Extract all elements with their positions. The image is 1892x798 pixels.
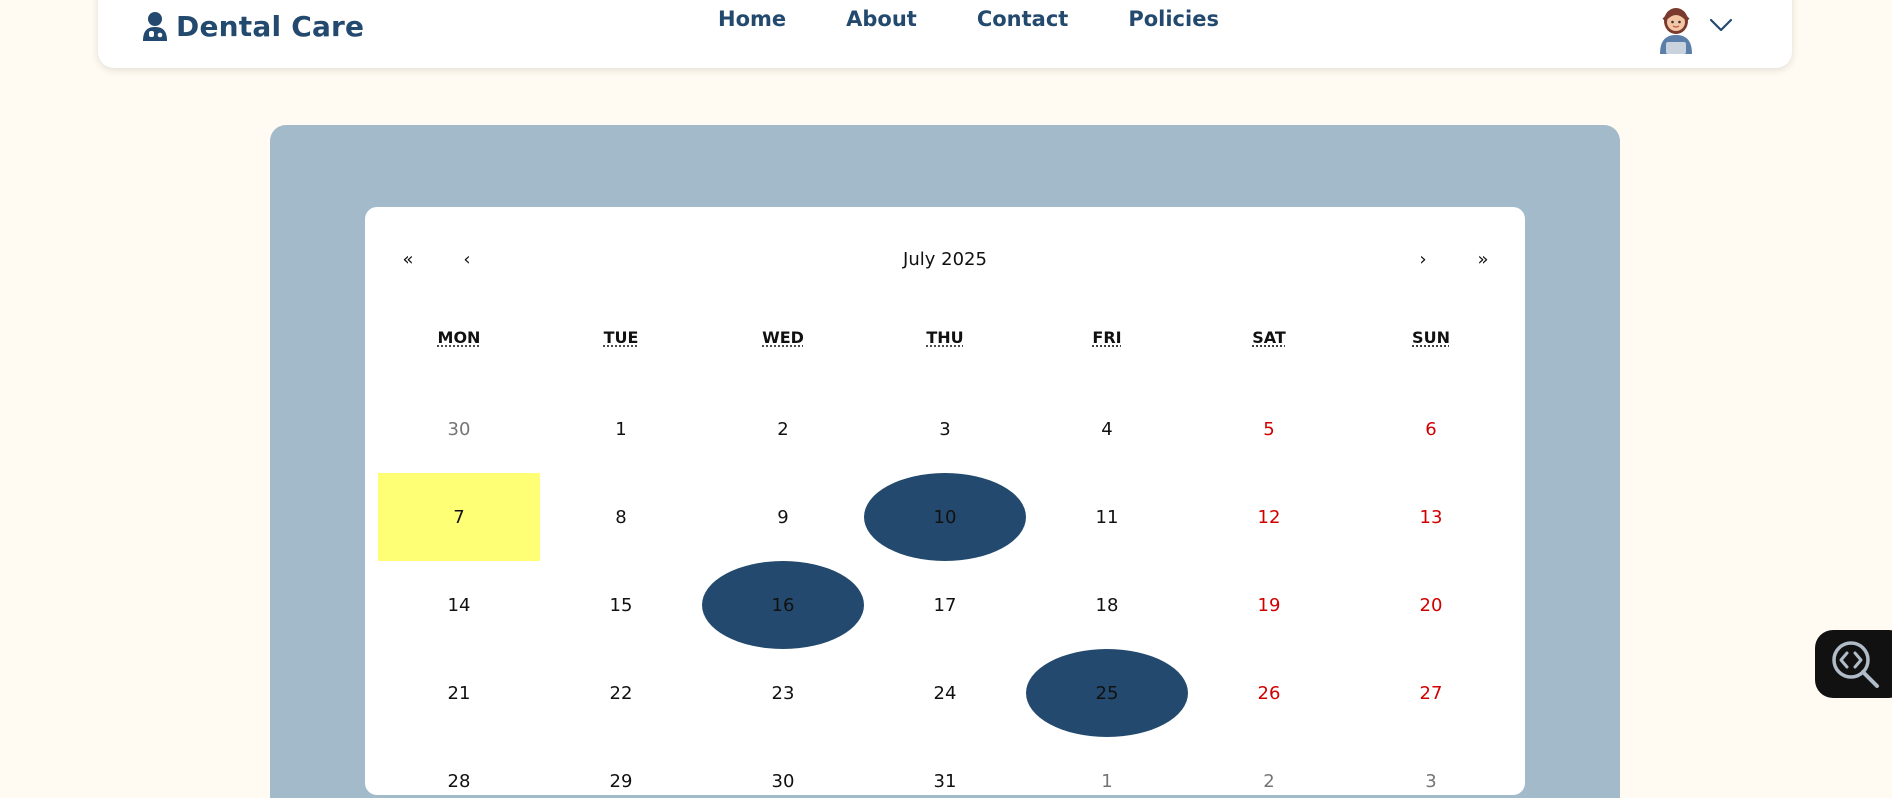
calendar-day[interactable]: 23 — [702, 649, 864, 737]
chevron-down-icon[interactable] — [1708, 14, 1734, 36]
calendar-day[interactable]: 13 — [1350, 473, 1512, 561]
calendar-day[interactable]: 3 — [1350, 737, 1512, 798]
calendar-week-row: 30 1 2 3 4 5 6 — [378, 385, 1512, 473]
code-search-icon — [1827, 636, 1887, 692]
calendar-day[interactable]: 24 — [864, 649, 1026, 737]
calendar-day[interactable]: 9 — [702, 473, 864, 561]
main-nav: Home About Contact Policies — [718, 4, 1219, 34]
calendar-day[interactable]: 30 — [702, 737, 864, 798]
calendar-day[interactable]: 3 — [864, 385, 1026, 473]
brand[interactable]: Dental Care — [142, 4, 364, 48]
calendar-day[interactable]: 16 — [702, 561, 864, 649]
weekday-header: MON TUE WED THU FRI SAT SUN — [378, 307, 1512, 367]
calendar-day[interactable]: 10 — [864, 473, 1026, 561]
calendar-day[interactable]: 12 — [1188, 473, 1350, 561]
calendar-day[interactable]: 19 — [1188, 561, 1350, 649]
weekday-wed: WED — [702, 307, 864, 367]
calendar-navigation: « ‹ July 2025 › » — [365, 229, 1525, 289]
calendar-week-row: 14 15 16 17 18 19 20 — [378, 561, 1512, 649]
calendar-day[interactable]: 7 — [378, 473, 540, 561]
calendar-day[interactable]: 8 — [540, 473, 702, 561]
day-grid: 30 1 2 3 4 5 6 7 8 9 10 11 12 13 14 15 16 17 18 19 20 21 22 23 2… — [378, 385, 1512, 798]
calendar-day[interactable]: 18 — [1026, 561, 1188, 649]
calendar-day[interactable]: 1 — [1026, 737, 1188, 798]
nav-link-policies[interactable]: Policies — [1128, 4, 1219, 34]
prev-month-button[interactable]: ‹ — [437, 229, 497, 289]
calendar-day[interactable]: 28 — [378, 737, 540, 798]
calendar-day[interactable]: 5 — [1188, 385, 1350, 473]
calendar-day[interactable]: 11 — [1026, 473, 1188, 561]
avatar[interactable] — [1656, 4, 1696, 54]
calendar: « ‹ July 2025 › » MON TUE WED THU FRI SA… — [365, 207, 1525, 795]
calendar-day[interactable]: 21 — [378, 649, 540, 737]
brand-name: Dental Care — [176, 10, 364, 43]
calendar-day[interactable]: 2 — [1188, 737, 1350, 798]
navbar: Dental Care Home About Contact Policies — [98, 0, 1792, 68]
calendar-day[interactable]: 6 — [1350, 385, 1512, 473]
next-month-button[interactable]: › — [1393, 229, 1453, 289]
calendar-day[interactable]: 4 — [1026, 385, 1188, 473]
doctor-icon — [142, 11, 168, 41]
calendar-day[interactable]: 2 — [702, 385, 864, 473]
calendar-day[interactable]: 15 — [540, 561, 702, 649]
nav-link-home[interactable]: Home — [718, 4, 786, 34]
month-label[interactable]: July 2025 — [565, 229, 1325, 289]
nav-link-contact[interactable]: Contact — [977, 4, 1069, 34]
calendar-day[interactable]: 31 — [864, 737, 1026, 798]
floating-tool-button[interactable] — [1815, 630, 1892, 698]
calendar-day[interactable]: 29 — [540, 737, 702, 798]
calendar-day[interactable]: 27 — [1350, 649, 1512, 737]
calendar-week-row: 21 22 23 24 25 26 27 — [378, 649, 1512, 737]
calendar-day[interactable]: 20 — [1350, 561, 1512, 649]
calendar-day[interactable]: 1 — [540, 385, 702, 473]
nav-link-about[interactable]: About — [846, 4, 917, 34]
weekday-thu: THU — [864, 307, 1026, 367]
calendar-day[interactable]: 14 — [378, 561, 540, 649]
calendar-week-row: 7 8 9 10 11 12 13 — [378, 473, 1512, 561]
calendar-day[interactable]: 22 — [540, 649, 702, 737]
weekday-fri: FRI — [1026, 307, 1188, 367]
weekday-tue: TUE — [540, 307, 702, 367]
prev-year-button[interactable]: « — [378, 229, 438, 289]
calendar-day[interactable]: 25 — [1026, 649, 1188, 737]
calendar-week-row: 28 29 30 31 1 2 3 — [378, 737, 1512, 798]
weekday-sun: SUN — [1350, 307, 1512, 367]
next-year-button[interactable]: » — [1453, 229, 1513, 289]
calendar-day[interactable]: 30 — [378, 385, 540, 473]
calendar-day[interactable]: 26 — [1188, 649, 1350, 737]
calendar-day[interactable]: 17 — [864, 561, 1026, 649]
weekday-sat: SAT — [1188, 307, 1350, 367]
weekday-mon: MON — [378, 307, 540, 367]
